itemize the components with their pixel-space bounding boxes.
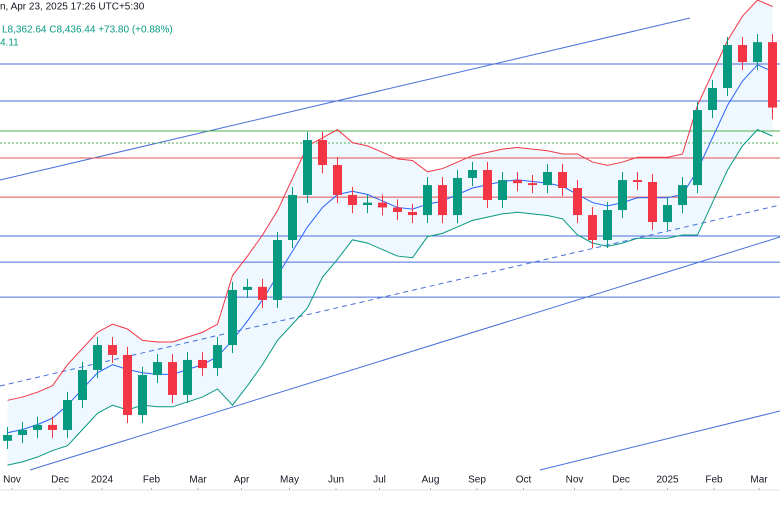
candle-body xyxy=(363,202,372,206)
candle-body xyxy=(753,42,762,63)
x-tick-label: Nov xyxy=(3,475,21,486)
candle-body xyxy=(258,286,267,300)
candle-body xyxy=(618,180,627,211)
x-tick-label: Mar xyxy=(750,475,768,486)
candle-body xyxy=(438,185,447,216)
x-tick-label: Aug xyxy=(422,475,440,486)
candle-body xyxy=(678,185,687,206)
x-tick-label: Dec xyxy=(612,475,630,486)
x-tick-label: Oct xyxy=(516,475,532,486)
candle-body xyxy=(693,110,702,186)
candle-body xyxy=(708,88,717,111)
candle-body xyxy=(348,194,357,206)
candle-body xyxy=(3,434,12,441)
candle-body xyxy=(393,207,402,212)
candle-body xyxy=(768,42,777,108)
candle-body xyxy=(63,399,72,430)
candle-body xyxy=(573,188,582,216)
candle-body xyxy=(528,183,537,186)
x-tick-label: 2025 xyxy=(656,475,679,486)
candle-body xyxy=(123,354,132,416)
header-indicator: 4.11 xyxy=(0,38,19,49)
candle-body xyxy=(483,170,492,200)
candle-body xyxy=(18,429,27,435)
x-tick-label: Nov xyxy=(566,475,584,486)
candle-body xyxy=(78,370,87,400)
trend-line xyxy=(539,410,780,471)
candle-body xyxy=(648,182,657,223)
trend-line-dashed xyxy=(0,204,780,387)
candle-body xyxy=(108,345,117,355)
x-tick-label: Jun xyxy=(328,475,344,486)
band-fill xyxy=(7,0,773,466)
x-tick-label: 2024 xyxy=(91,475,114,486)
candle-body xyxy=(378,202,387,208)
trend-line xyxy=(29,236,780,471)
band-line xyxy=(7,0,773,401)
candle-body xyxy=(243,286,252,290)
x-tick-label: Jul xyxy=(373,475,386,486)
x-tick-label: Sep xyxy=(468,475,486,486)
candle-body xyxy=(603,210,612,241)
candle-body xyxy=(558,171,567,188)
header-line: n, Apr 23, 2025 17:26 UTC+5:30 xyxy=(0,2,145,13)
candle-body xyxy=(33,424,42,430)
band-line xyxy=(7,129,773,466)
candle-body xyxy=(738,45,747,63)
candle-body xyxy=(588,215,597,241)
x-tick-label: Feb xyxy=(705,475,723,486)
candle-body xyxy=(288,194,297,241)
candle-body xyxy=(48,424,57,430)
x-tick-label: Feb xyxy=(143,475,161,486)
x-tick-label: May xyxy=(280,475,299,486)
trend-lines xyxy=(0,17,780,471)
x-tick-label: Dec xyxy=(51,475,69,486)
candle-body xyxy=(303,140,312,195)
candle-body xyxy=(468,170,477,178)
candle-body xyxy=(423,185,432,216)
candle-body xyxy=(183,359,192,395)
candle-body xyxy=(543,171,552,186)
candle-body xyxy=(723,45,732,89)
candle-body xyxy=(318,140,327,165)
candle-body xyxy=(168,362,177,395)
trend-line xyxy=(0,17,691,181)
candle-body xyxy=(213,345,222,369)
candle-body xyxy=(453,177,462,216)
candle-body xyxy=(153,362,162,376)
candle-body xyxy=(633,180,642,183)
header-ohlc: L8,362.64 C8,436.44 +73.80 (+0.88%) xyxy=(2,25,173,36)
candle-body xyxy=(93,345,102,371)
candle-body xyxy=(408,211,417,216)
candle-body xyxy=(513,180,522,184)
x-tick-label: Mar xyxy=(189,475,207,486)
x-tick-label: Apr xyxy=(234,475,250,486)
candle-body xyxy=(333,164,342,195)
candle-body xyxy=(498,180,507,200)
candle-body xyxy=(138,375,147,416)
candle-body xyxy=(198,359,207,369)
candle-body xyxy=(228,289,237,346)
band-line xyxy=(7,64,773,434)
candle-body xyxy=(273,240,282,300)
candle-body xyxy=(663,205,672,223)
